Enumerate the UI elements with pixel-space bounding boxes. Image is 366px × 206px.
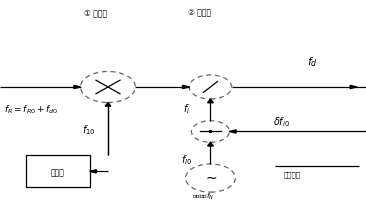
Text: 信号源: 信号源 bbox=[51, 167, 65, 177]
Text: $\sim$: $\sim$ bbox=[203, 169, 218, 183]
Text: 标称频率$f_N$: 标称频率$f_N$ bbox=[192, 191, 214, 201]
Polygon shape bbox=[183, 86, 189, 89]
Text: $\delta f_{i0}$: $\delta f_{i0}$ bbox=[273, 115, 290, 128]
Text: $f_d$: $f_d$ bbox=[307, 55, 318, 69]
Text: $f_i$: $f_i$ bbox=[183, 101, 190, 115]
Polygon shape bbox=[74, 86, 81, 89]
Polygon shape bbox=[229, 130, 236, 133]
Polygon shape bbox=[208, 143, 213, 146]
FancyBboxPatch shape bbox=[26, 156, 90, 187]
Text: ① 混频器: ① 混频器 bbox=[83, 8, 107, 17]
Text: $f_{i0}$: $f_{i0}$ bbox=[181, 153, 193, 166]
Polygon shape bbox=[105, 103, 111, 107]
Text: $f_{10}$: $f_{10}$ bbox=[82, 123, 96, 137]
Polygon shape bbox=[350, 86, 357, 89]
Polygon shape bbox=[208, 99, 213, 103]
Text: $f_R = f_{R0} + f_{d0}$: $f_R = f_{R0} + f_{d0}$ bbox=[4, 103, 58, 115]
Text: ② 混频器: ② 混频器 bbox=[188, 8, 211, 17]
Text: 输出信号: 输出信号 bbox=[284, 171, 300, 177]
Polygon shape bbox=[90, 170, 96, 173]
